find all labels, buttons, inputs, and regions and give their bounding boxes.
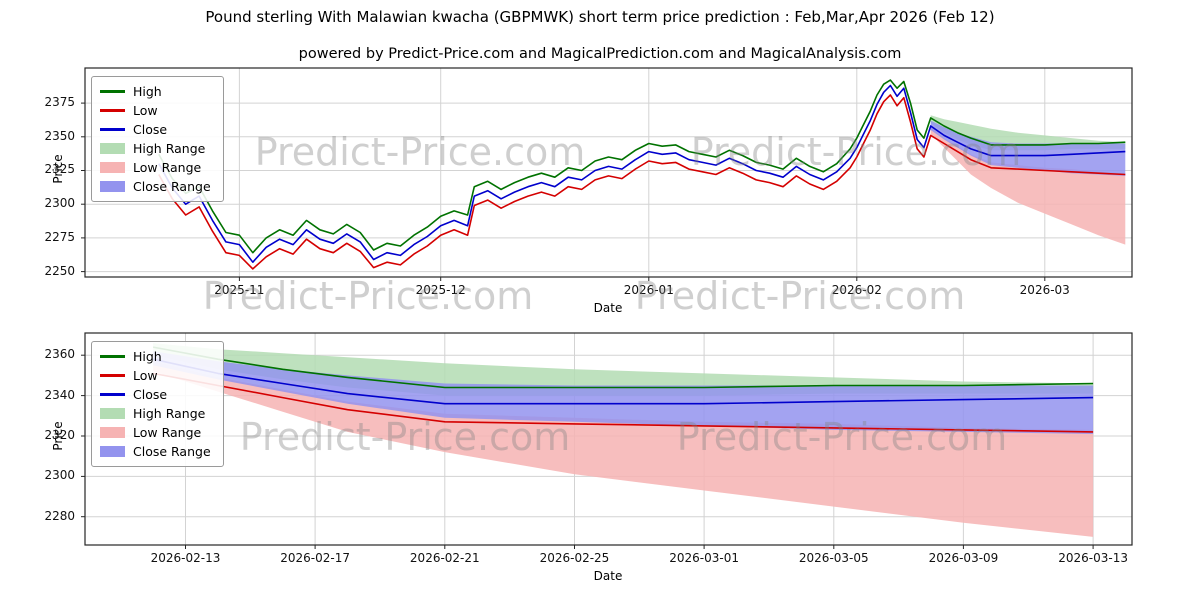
low-line — [152, 372, 1094, 433]
legend-item-high-range: High Range — [100, 139, 211, 158]
y-tick-label: 2375 — [44, 95, 75, 110]
plot-border — [84, 332, 1133, 546]
y-tick-label: 2300 — [44, 468, 75, 483]
legend-item-close-range: Close Range — [100, 177, 211, 196]
legend-top: High Low Close High Range Low Range Close Ran… — [91, 76, 224, 202]
high-swatch-icon — [100, 355, 125, 358]
low-line — [158, 94, 1126, 270]
legend-label: High Range — [133, 141, 206, 156]
plot-border — [84, 67, 1133, 278]
close-range-band — [930, 120, 1126, 176]
x-tick-label: 2026-02 — [831, 283, 882, 297]
y-tick-label: 2275 — [44, 229, 75, 244]
legend-item-high: High — [100, 347, 211, 366]
close-range-swatch-icon — [100, 446, 125, 457]
low-swatch-icon — [100, 374, 125, 377]
x-tick-label: 2026-02-21 — [409, 551, 480, 565]
price-history-chart — [81, 67, 1133, 281]
legend-label: High — [133, 349, 162, 364]
page-title: Pound sterling With Malawian kwacha (GBP… — [205, 8, 995, 26]
legend-label: High — [133, 84, 162, 99]
legend-item-close: Close — [100, 385, 211, 404]
x-tick-label: 2026-03-13 — [1058, 551, 1128, 565]
page-subtitle: powered by Predict-Price.com and Magical… — [298, 46, 902, 62]
x-tick-label: 2026-03-01 — [669, 551, 739, 565]
legend-label: Close — [133, 387, 168, 402]
high-line — [158, 79, 1126, 254]
x-tick-label: 2025-12 — [415, 283, 466, 297]
y-tick-label: 2300 — [44, 196, 75, 211]
legend-item-low: Low — [100, 101, 211, 120]
x-tick-label: 2025-11 — [214, 283, 265, 297]
y-tick-label: 2280 — [44, 508, 75, 523]
legend-item-low-range: Low Range — [100, 423, 211, 442]
low-swatch-icon — [100, 109, 125, 112]
x-axis-label-bottom: Date — [593, 569, 623, 583]
legend-bottom: High Low Close High Range Low Range Close Ran… — [91, 341, 224, 467]
legend-item-low-range: Low Range — [100, 158, 211, 177]
legend-item-close-range: Close Range — [100, 442, 211, 461]
y-tick-label: 2340 — [44, 387, 75, 402]
close-range-swatch-icon — [100, 181, 125, 192]
legend-label: Close Range — [133, 444, 211, 459]
high-range-swatch-icon — [100, 408, 125, 419]
legend-item-low: Low — [100, 366, 211, 385]
price-forecast-chart — [81, 332, 1133, 549]
low-range-swatch-icon — [100, 427, 125, 438]
close-line — [158, 84, 1126, 263]
y-tick-label: 2350 — [44, 128, 75, 143]
high-swatch-icon — [100, 90, 125, 93]
y-tick-label: 2320 — [44, 427, 75, 442]
legend-item-high-range: High Range — [100, 404, 211, 423]
x-tick-label: 2026-03 — [1019, 283, 1070, 297]
legend-label: Close — [133, 122, 168, 137]
legend-label: Low Range — [133, 160, 202, 175]
close-swatch-icon — [100, 128, 125, 131]
x-tick-label: 2026-01 — [623, 283, 674, 297]
close-range-band — [153, 351, 1094, 434]
high-line — [152, 346, 1094, 389]
close-swatch-icon — [100, 393, 125, 396]
y-tick-label: 2250 — [44, 263, 75, 278]
low-range-swatch-icon — [100, 162, 125, 173]
legend-item-close: Close — [100, 120, 211, 139]
legend-label: High Range — [133, 406, 206, 421]
low-range-band — [153, 361, 1094, 537]
x-tick-label: 2026-02-13 — [150, 551, 221, 565]
legend-label: Low Range — [133, 425, 202, 440]
legend-label: Low — [133, 368, 158, 383]
x-tick-label: 2026-02-17 — [280, 551, 351, 565]
x-axis-label-top: Date — [593, 301, 623, 315]
x-tick-label: 2026-03-05 — [798, 551, 869, 565]
low-range-band — [930, 127, 1126, 245]
legend-label: Close Range — [133, 179, 211, 194]
x-tick-label: 2026-03-09 — [928, 551, 999, 565]
close-line — [152, 358, 1094, 405]
y-tick-label: 2325 — [44, 162, 75, 177]
high-range-swatch-icon — [100, 143, 125, 154]
x-tick-label: 2026-02-25 — [539, 551, 610, 565]
legend-label: Low — [133, 103, 158, 118]
legend-item-high: High — [100, 82, 211, 101]
y-tick-label: 2360 — [44, 347, 75, 362]
